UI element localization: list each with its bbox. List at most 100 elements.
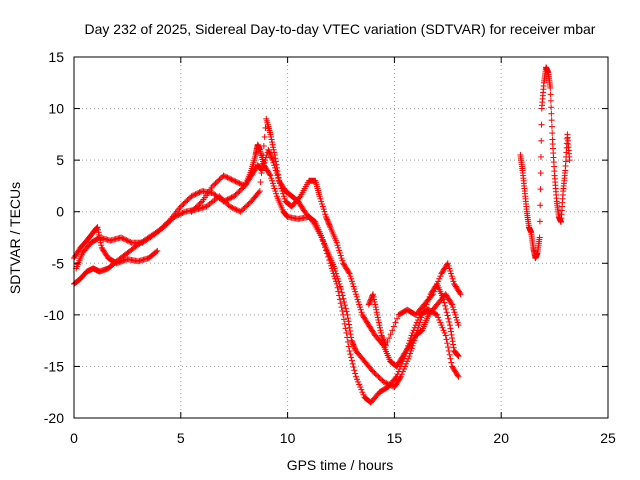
data-point [566,157,573,164]
data-point [448,273,455,280]
series-track-5 [365,260,464,349]
data-point [374,311,381,318]
data-point [338,286,344,293]
data-point [212,180,219,187]
data-point [231,193,238,200]
data-point [453,317,460,324]
data-point [345,343,352,350]
data-point [279,188,286,195]
y-tick-label: -15 [44,358,64,374]
data-point [178,210,185,217]
data-point [370,291,377,298]
data-point [338,255,345,262]
data-point [188,208,195,215]
data-point [337,283,344,290]
data-point [162,222,169,229]
data-point [437,319,444,326]
data-point [345,269,352,276]
chart-title: Day 232 of 2025, Sidereal Day-to-day VTE… [85,21,596,37]
data-point [428,292,435,299]
data-point [171,213,178,220]
data-point [451,309,458,316]
data-point [448,328,455,335]
data-point [127,239,134,246]
data-point [95,229,102,236]
data-point [316,193,323,200]
data-point [268,133,275,140]
data-point [443,336,450,343]
data-point [375,373,382,380]
data-point [261,159,268,166]
data-point [123,237,130,244]
data-point [229,204,236,211]
data-point [262,124,269,131]
data-point [376,375,383,382]
data-point [446,318,453,325]
data-point [334,242,341,249]
data-point [322,211,329,218]
data-point [344,338,351,345]
data-point [181,199,188,206]
data-point [351,345,358,352]
data-point [346,324,353,331]
data-point [350,341,357,348]
data-point [267,151,274,158]
data-point [167,217,174,224]
data-point [235,189,242,196]
data-point [193,190,200,197]
data-point [442,302,449,309]
data-point [344,315,351,322]
data-point [377,327,384,334]
data-point [356,301,363,308]
data-point [454,372,461,379]
data-point [318,234,325,241]
data-point [269,177,276,184]
data-point [548,104,555,111]
data-point [370,293,377,300]
data-point [272,188,279,195]
data-point [258,167,265,174]
data-point [126,238,133,245]
data-point [220,172,227,179]
data-point [536,234,543,241]
data-point [455,353,462,360]
data-point [331,273,338,280]
data-point [340,295,347,302]
data-point [335,244,342,251]
data-point [434,311,441,318]
data-point [373,306,380,313]
data-point [447,268,454,275]
data-point [346,347,353,354]
data-point [256,188,263,195]
x-tick-labels: 0 5 10 15 20 25 [70,430,616,446]
data-point [337,252,344,259]
data-point [384,338,391,345]
data-point [267,131,274,138]
data-point [346,321,353,328]
data-point [271,162,278,169]
data-point [352,291,359,298]
data-point [260,142,267,149]
data-point [446,265,453,272]
data-point [548,117,555,124]
data-point [349,360,356,367]
data-point [266,171,273,178]
data-point [265,146,272,153]
data-point [356,381,363,388]
data-point [371,298,378,305]
y-tick-label: 0 [56,204,64,220]
x-tick-label: 10 [280,430,296,446]
x-axis-label: GPS time / hours [287,457,394,473]
data-point [117,234,124,241]
data-point [180,209,187,216]
data-point [121,257,128,264]
data-point [357,384,364,391]
data-point [233,206,240,213]
data-point [336,249,343,256]
data-point [262,157,269,164]
data-point [179,210,186,217]
data-point [453,314,460,321]
data-point [355,378,362,385]
data-point [442,306,449,313]
data-point [272,164,279,171]
